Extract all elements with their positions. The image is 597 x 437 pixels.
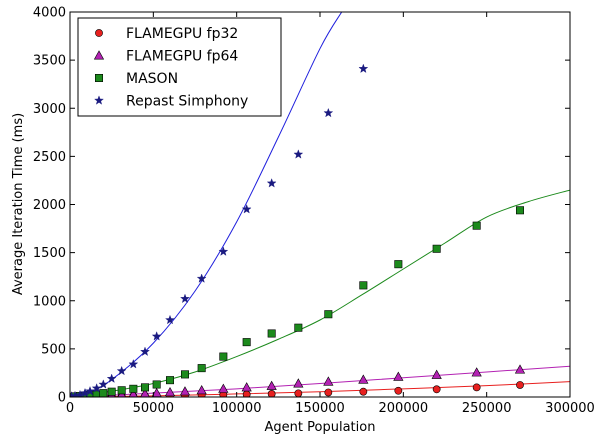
data-point-series-3 <box>323 107 334 118</box>
data-point-series-3 <box>98 379 109 389</box>
data-point-series-3 <box>151 331 162 341</box>
data-point-series-0 <box>472 383 481 392</box>
legend-label-0: FLAMEGPU fp32 <box>126 26 238 42</box>
data-point-series-1 <box>293 378 304 388</box>
data-point-series-3 <box>165 314 175 325</box>
x-tick-label: 50000 <box>133 401 174 416</box>
y-tick-label: 3000 <box>33 102 66 117</box>
y-tick-label: 4000 <box>33 6 66 21</box>
x-axis-label: Agent Population <box>265 420 376 435</box>
data-point-series-3 <box>91 383 102 393</box>
data-point-series-3 <box>218 246 229 256</box>
legend-box <box>77 17 282 117</box>
x-tick-label: 150000 <box>295 401 345 416</box>
data-point-series-3 <box>266 178 277 188</box>
data-point-series-3 <box>196 273 207 283</box>
data-point-series-1 <box>140 388 150 397</box>
x-tick-label: 300000 <box>545 401 595 416</box>
y-axis-label: Average Iteration Time (ms) <box>11 113 26 295</box>
data-point-series-1 <box>128 388 138 397</box>
legend-marker-2 <box>95 74 104 83</box>
x-axis-ticks: 0 50000 100000 150000 200000 250000 300000 <box>66 12 595 416</box>
data-point-series-2 <box>324 310 333 319</box>
data-point-series-0 <box>294 389 303 397</box>
y-tick-label: 1500 <box>33 246 66 261</box>
data-point-series-1 <box>514 364 526 374</box>
y-tick-label: 1000 <box>33 294 66 309</box>
data-point-series-2 <box>359 281 368 290</box>
data-point-series-2 <box>166 376 175 385</box>
data-point-series-2 <box>294 323 303 332</box>
data-point-series-0 <box>324 388 333 397</box>
data-point-series-2 <box>432 244 441 253</box>
data-point-series-2 <box>267 329 276 338</box>
data-point-series-3 <box>140 346 150 356</box>
legend-label-2: MASON <box>126 71 178 87</box>
data-point-series-2 <box>107 387 116 396</box>
legend: FLAMEGPU fp32 FLAMEGPU fp64 MASON Repast Si… <box>77 17 282 117</box>
data-point-series-3 <box>180 293 190 304</box>
data-point-series-1 <box>358 374 369 384</box>
data-point-series-2 <box>99 389 108 397</box>
data-point-series-0 <box>394 386 403 395</box>
x-tick-label: 200000 <box>379 401 429 416</box>
data-point-series-2 <box>472 221 481 230</box>
y-tick-label: 2000 <box>33 198 66 213</box>
y-tick-label: 2500 <box>33 150 66 165</box>
data-point-series-1 <box>323 376 334 386</box>
data-point-series-1 <box>266 380 277 390</box>
data-point-series-3 <box>106 373 117 383</box>
data-point-series-1 <box>471 367 482 377</box>
data-point-series-2 <box>181 370 190 379</box>
data-point-series-3 <box>358 63 369 73</box>
data-point-series-3 <box>293 149 304 159</box>
data-point-series-0 <box>432 385 441 394</box>
legend-marker-3 <box>94 95 104 105</box>
data-point-series-0 <box>267 390 276 397</box>
legend-marker-1 <box>93 50 105 60</box>
data-point-series-2 <box>197 364 206 373</box>
y-axis-ticks: 0 500 1000 1500 2000 2500 3000 3500 4000 <box>33 6 570 406</box>
x-tick-label: 100000 <box>212 401 262 416</box>
data-point-series-2 <box>117 386 126 395</box>
data-point-series-2 <box>129 384 138 393</box>
data-point-series-1 <box>431 369 442 379</box>
data-point-series-1 <box>218 383 229 393</box>
data-point-series-2 <box>242 338 251 347</box>
legend-label-1: FLAMEGPU fp64 <box>126 49 238 65</box>
data-point-series-2 <box>219 352 228 361</box>
data-markers <box>70 63 526 397</box>
data-point-series-1 <box>164 386 176 397</box>
data-point-series-0 <box>359 387 368 396</box>
y-tick-label: 3500 <box>33 54 66 69</box>
data-point-series-3 <box>116 365 127 376</box>
data-point-series-3 <box>128 359 139 369</box>
data-point-series-2 <box>515 206 524 215</box>
data-point-series-1 <box>179 386 191 396</box>
data-point-series-1 <box>393 371 404 381</box>
fit-line-series-2 <box>70 189 570 397</box>
y-tick-label: 500 <box>41 342 66 357</box>
x-tick-label: 0 <box>66 401 74 416</box>
legend-marker-0 <box>95 29 103 37</box>
data-point-series-2 <box>152 380 161 389</box>
data-point-series-2 <box>394 260 403 269</box>
data-point-series-1 <box>196 385 207 395</box>
data-point-series-1 <box>241 382 252 392</box>
x-tick-label: 250000 <box>462 401 512 416</box>
data-point-series-3 <box>85 386 95 396</box>
data-point-series-0 <box>516 381 524 389</box>
y-tick-label: 0 <box>58 391 66 406</box>
data-point-series-2 <box>141 383 150 392</box>
legend-label-3: Repast Simphony <box>126 94 248 110</box>
data-point-series-3 <box>241 204 252 214</box>
